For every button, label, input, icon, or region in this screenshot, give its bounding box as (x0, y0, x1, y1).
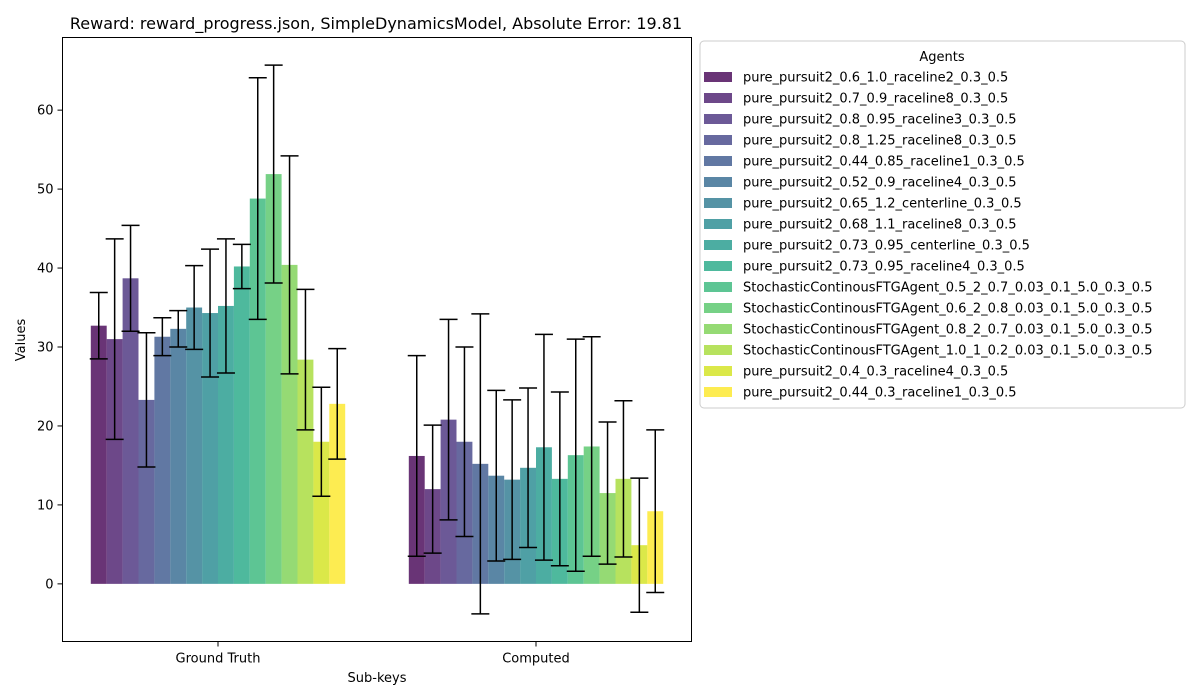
legend-item: StochasticContinousFTGAgent_0.5_2_0.7_0.… (704, 281, 1152, 296)
legend-swatch (704, 303, 732, 313)
legend-item: StochasticContinousFTGAgent_1.0_1_0.2_0.… (704, 344, 1152, 359)
y-tick-label: 0 (45, 577, 53, 592)
x-tick-label: Computed (502, 652, 570, 667)
bar-ground-truth-series-10 (234, 266, 250, 583)
plot-area (91, 174, 663, 584)
legend-swatch (704, 177, 732, 187)
legend: Agents pure_pursuit2_0.6_1.0_raceline2_0… (700, 41, 1185, 408)
legend-item: pure_pursuit2_0.52_0.9_raceline4_0.3_0.5 (704, 176, 1017, 191)
legend-label: pure_pursuit2_0.73_0.95_raceline4_0.3_0.… (743, 260, 1025, 275)
legend-swatch (704, 93, 732, 103)
legend-item: pure_pursuit2_0.73_0.95_centerline_0.3_0… (704, 239, 1030, 254)
legend-item: pure_pursuit2_0.8_0.95_raceline3_0.3_0.5 (704, 113, 1017, 128)
legend-item: pure_pursuit2_0.6_1.0_raceline2_0.3_0.5 (704, 71, 1008, 86)
y-tick-label: 30 (37, 341, 54, 356)
legend-swatch (704, 240, 732, 250)
x-axis: Ground Truth Computed (176, 642, 570, 667)
x-axis-label: Sub-keys (348, 671, 407, 686)
legend-item: pure_pursuit2_0.68_1.1_raceline8_0.3_0.5 (704, 218, 1017, 233)
legend-label: pure_pursuit2_0.8_0.95_raceline3_0.3_0.5 (743, 113, 1017, 128)
legend-label: pure_pursuit2_0.68_1.1_raceline8_0.3_0.5 (743, 218, 1017, 233)
legend-swatch (704, 114, 732, 124)
legend-swatch (704, 72, 732, 82)
legend-item: pure_pursuit2_0.7_0.9_raceline8_0.3_0.5 (704, 92, 1008, 107)
legend-swatch (704, 135, 732, 145)
legend-item: pure_pursuit2_0.73_0.95_raceline4_0.3_0.… (704, 260, 1025, 275)
legend-label: pure_pursuit2_0.44_0.85_raceline1_0.3_0.… (743, 155, 1025, 170)
legend-swatch (704, 282, 732, 292)
x-tick-label: Ground Truth (176, 652, 261, 667)
legend-swatch (704, 156, 732, 166)
y-axis: 0 10 20 30 40 50 60 (37, 104, 63, 593)
error-bar-computed-series-15 (630, 478, 648, 612)
legend-item: StochasticContinousFTGAgent_0.8_2_0.7_0.… (704, 323, 1152, 338)
legend-label: StochasticContinousFTGAgent_0.5_2_0.7_0.… (743, 281, 1152, 296)
legend-swatch (704, 261, 732, 271)
legend-label: pure_pursuit2_0.4_0.3_raceline4_0.3_0.5 (743, 365, 1008, 380)
legend-label: StochasticContinousFTGAgent_1.0_1_0.2_0.… (743, 344, 1152, 359)
legend-swatch (704, 366, 732, 376)
legend-item: pure_pursuit2_0.44_0.3_raceline1_0.3_0.5 (704, 386, 1017, 401)
legend-item: pure_pursuit2_0.65_1.2_centerline_0.3_0.… (704, 197, 1022, 212)
y-tick-label: 60 (37, 104, 54, 119)
bar-ground-truth-series-6 (170, 329, 186, 584)
legend-label: pure_pursuit2_0.65_1.2_centerline_0.3_0.… (743, 197, 1022, 212)
legend-label: StochasticContinousFTGAgent_0.6_2_0.8_0.… (743, 302, 1152, 317)
legend-item: pure_pursuit2_0.44_0.85_raceline1_0.3_0.… (704, 155, 1025, 170)
legend-swatch (704, 324, 732, 334)
bar-ground-truth-series-1 (91, 326, 107, 584)
legend-label: pure_pursuit2_0.7_0.9_raceline8_0.3_0.5 (743, 92, 1008, 107)
legend-title: Agents (919, 50, 964, 65)
chart-title: Reward: reward_progress.json, SimpleDyna… (70, 14, 682, 34)
legend-label: pure_pursuit2_0.6_1.0_raceline2_0.3_0.5 (743, 71, 1008, 86)
legend-swatch (704, 345, 732, 355)
legend-item: pure_pursuit2_0.8_1.25_raceline8_0.3_0.5 (704, 134, 1017, 149)
legend-label: pure_pursuit2_0.44_0.3_raceline1_0.3_0.5 (743, 386, 1017, 401)
legend-label: pure_pursuit2_0.73_0.95_centerline_0.3_0… (743, 239, 1030, 254)
y-tick-label: 40 (37, 262, 54, 277)
legend-label: StochasticContinousFTGAgent_0.8_2_0.7_0.… (743, 323, 1152, 338)
y-tick-label: 50 (37, 183, 54, 198)
legend-swatch (704, 219, 732, 229)
legend-swatch (704, 387, 732, 397)
legend-label: pure_pursuit2_0.52_0.9_raceline4_0.3_0.5 (743, 176, 1017, 191)
legend-item: pure_pursuit2_0.4_0.3_raceline4_0.3_0.5 (704, 365, 1008, 380)
y-tick-label: 10 (37, 498, 54, 513)
legend-item: StochasticContinousFTGAgent_0.6_2_0.8_0.… (704, 302, 1152, 317)
legend-label: pure_pursuit2_0.8_1.25_raceline8_0.3_0.5 (743, 134, 1017, 149)
legend-swatch (704, 198, 732, 208)
y-tick-label: 20 (37, 419, 54, 434)
bar-ground-truth-series-5 (154, 337, 170, 584)
y-axis-label: Values (14, 319, 29, 362)
